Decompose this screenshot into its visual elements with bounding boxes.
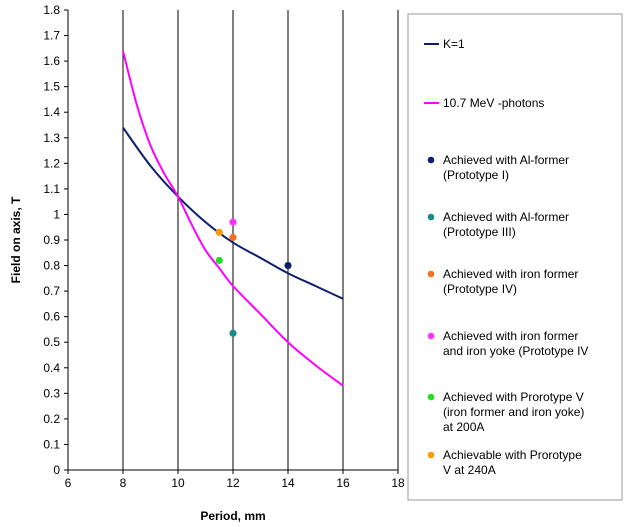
y-tick-label: 1.5: [43, 80, 60, 94]
legend-item-3-label: (Prototype I): [443, 168, 509, 182]
legend-item-4-label: (Prototype III): [443, 225, 516, 239]
y-tick-label: 1.6: [43, 54, 60, 68]
y-tick-label: 1.3: [43, 131, 60, 145]
y-tick-label: 1.8: [43, 3, 60, 17]
legend: K=1 10.7 MeV -photons Achieved with Al-for…: [407, 13, 623, 501]
legend-item-8-label: V at 240A: [443, 463, 496, 477]
tick-labels: 6 8 10 12 14 16 18 0 0.1 0.2 0.3 0.4 0.5 0.6 0.7 0.8 0.9…: [43, 3, 405, 490]
series-6-point: [229, 218, 237, 226]
x-tick-label: 16: [336, 476, 350, 490]
legend-item-3-label: Achieved with Al-former: [443, 153, 569, 167]
series-4-point: [229, 329, 237, 337]
y-axis-title: Field on axis, T: [9, 196, 23, 283]
x-tick-label: 8: [120, 476, 127, 490]
legend-item-6-label: and iron yoke (Prototype IV: [443, 344, 588, 358]
x-tick-label: 10: [171, 476, 185, 490]
y-tick-label: 1: [53, 207, 60, 221]
legend-item-7-swatch: [427, 393, 435, 401]
y-tick-label: 1.1: [43, 182, 60, 196]
legend-box: [407, 13, 623, 501]
series-layer: [122, 50, 344, 387]
legend-item-4-label: Achieved with Al-former: [443, 210, 569, 224]
legend-item-4-swatch: [427, 213, 435, 221]
series-3-point: [284, 261, 292, 270]
legend-item-1-label: K=1: [443, 37, 465, 51]
legend-item-7-label: (iron former and iron yoke): [443, 405, 584, 419]
y-tick-label: 0.2: [43, 412, 60, 426]
legend-item-6-swatch: [427, 332, 435, 340]
y-tick-label: 0.4: [43, 361, 60, 375]
y-tick-label: 1.7: [43, 29, 60, 43]
legend-item-6-label: Achieved with iron former: [443, 329, 578, 343]
series-7-point: [215, 256, 223, 265]
legend-item-3-swatch: [427, 156, 435, 164]
legend-item-7-label: at 200A: [443, 420, 484, 434]
series-2-line: [122, 50, 344, 387]
legend-item-8-label: Achievable with Prorotype: [443, 448, 582, 462]
axes: [64, 9, 399, 474]
legend-item-2-label: 10.7 MeV -photons: [443, 96, 544, 110]
x-tick-label: 14: [281, 476, 295, 490]
series-5-point: [229, 233, 237, 242]
x-tick-label: 6: [65, 476, 72, 490]
legend-item-5-label: Achieved with iron former: [443, 267, 578, 281]
series-8-point: [215, 228, 223, 236]
y-tick-label: 1.4: [43, 105, 60, 119]
y-tick-label: 0.3: [43, 386, 60, 400]
y-tick-label: 0: [53, 463, 60, 477]
x-tick-label: 18: [391, 476, 405, 490]
legend-item-5-label: (Prototype IV): [443, 282, 517, 296]
x-axis-title: Period, mm: [200, 509, 265, 523]
y-tick-label: 0.9: [43, 233, 60, 247]
y-tick-label: 0.6: [43, 310, 60, 324]
x-tick-label: 12: [226, 476, 240, 490]
y-tick-label: 1.2: [43, 156, 60, 170]
y-tick-label: 0.5: [43, 335, 60, 349]
y-tick-label: 0.7: [43, 284, 60, 298]
legend-item-7-label: Achieved with Prorotype V: [443, 390, 584, 404]
y-tick-label: 0.1: [43, 437, 60, 451]
y-tick-label: 0.8: [43, 259, 60, 273]
legend-item-8-swatch: [427, 451, 435, 459]
series-1-line: [122, 126, 344, 300]
legend-item-5-swatch: [427, 270, 435, 278]
